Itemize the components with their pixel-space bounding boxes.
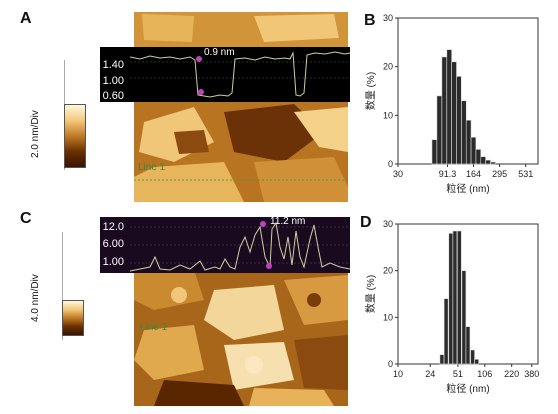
profile-c-annotation: 11.2 nm [270, 216, 306, 227]
y-axis-label: 数量 (%) [364, 72, 377, 110]
profile-c-marker-bottom [266, 263, 272, 269]
panel-letter-b: B [364, 12, 376, 29]
x-tick-label: 30 [393, 169, 403, 179]
y-axis-label: 数量 (%) [364, 275, 377, 313]
histogram-bar [452, 230, 458, 365]
x-tick-label: 164 [466, 169, 481, 179]
histogram-bar [470, 349, 475, 365]
histogram-bar [457, 230, 462, 365]
histogram-bar [465, 326, 471, 365]
histogram-bar [451, 61, 457, 165]
profile-a-marker-bottom [198, 89, 204, 95]
y-tick-label: 30 [383, 13, 393, 23]
colorbar-c-label: 4.0 nm/Div [30, 274, 41, 322]
profile-a-ytick-2: 1.00 [102, 75, 124, 87]
profile-a-ytick-3: 0.60 [102, 90, 124, 102]
y-tick-label: 10 [383, 312, 393, 322]
histogram-bar [461, 270, 467, 365]
histogram-bar [490, 161, 496, 165]
histogram-b: 0 10 20 30 30 91.3 164 295 531 粒径 (nm) 数量 (%) [364, 13, 539, 195]
panel-letter-a: A [20, 10, 32, 27]
colorbar-a [64, 104, 86, 168]
y-tick-label: 20 [383, 62, 393, 72]
x-axis-label: 粒径 (nm) [446, 382, 489, 395]
histogram-bar [441, 56, 448, 165]
y-tick-label: 20 [383, 266, 393, 276]
y-tick-label: 30 [383, 219, 393, 229]
panel-letter-d: D [360, 214, 372, 231]
colorbar-a-label: 2.0 nm/Div [30, 110, 41, 158]
x-tick-label: 295 [492, 169, 507, 179]
x-tick-label: 91.3 [439, 169, 457, 179]
histogram-bar [475, 149, 482, 165]
height-profile-a: 1.40 1.00 0.60 0.9 nm [100, 47, 350, 102]
y-tick-label: 10 [383, 110, 393, 120]
x-tick-label: 51 [453, 369, 463, 379]
profile-c-ytick-1: 12.0 [102, 221, 124, 233]
x-tick-label: 106 [477, 369, 492, 379]
histogram-bar [446, 49, 452, 165]
x-tick-label: 24 [425, 369, 435, 379]
y-tick-label: 0 [388, 159, 393, 169]
histogram-bar [465, 119, 472, 165]
line-label-a: Line 1 [138, 162, 166, 173]
histogram-bar [456, 76, 462, 165]
panel-letter-c: C [20, 210, 32, 227]
histogram-bar [470, 136, 477, 165]
profile-a-marker-top [196, 56, 202, 62]
profile-c-ytick-3: 1.00 [102, 256, 124, 268]
colorbar-c [62, 300, 84, 336]
line-label-c: Line 1 [140, 322, 168, 333]
profile-c-marker-top [260, 221, 266, 227]
afm-image-c [134, 270, 348, 406]
histogram-bar [485, 159, 491, 165]
profile-a-annotation: 0.9 nm [204, 47, 235, 58]
histogram-bar [448, 233, 454, 365]
x-tick-label: 380 [524, 369, 539, 379]
histogram-bar [480, 156, 486, 165]
profile-c-ytick-2: 6.00 [102, 238, 124, 250]
profile-a-ytick-1: 1.40 [102, 59, 124, 71]
x-tick-label: 10 [393, 369, 403, 379]
colorbar-c-range-line [62, 232, 63, 340]
histogram-bar [474, 359, 480, 365]
histogram-bar [461, 100, 467, 165]
x-axis-label: 粒径 (nm) [446, 182, 489, 195]
histogram-bar [439, 354, 445, 365]
histogram-bar [443, 298, 449, 365]
histogram-bar [436, 95, 443, 165]
histogram-bar [431, 139, 438, 165]
y-tick-label: 0 [388, 359, 393, 369]
height-profile-c: 12.0 6.00 1.00 11.2 nm [100, 216, 350, 273]
x-tick-label: 220 [504, 369, 519, 379]
afm-image-a [134, 12, 348, 202]
x-tick-label: 531 [518, 169, 533, 179]
